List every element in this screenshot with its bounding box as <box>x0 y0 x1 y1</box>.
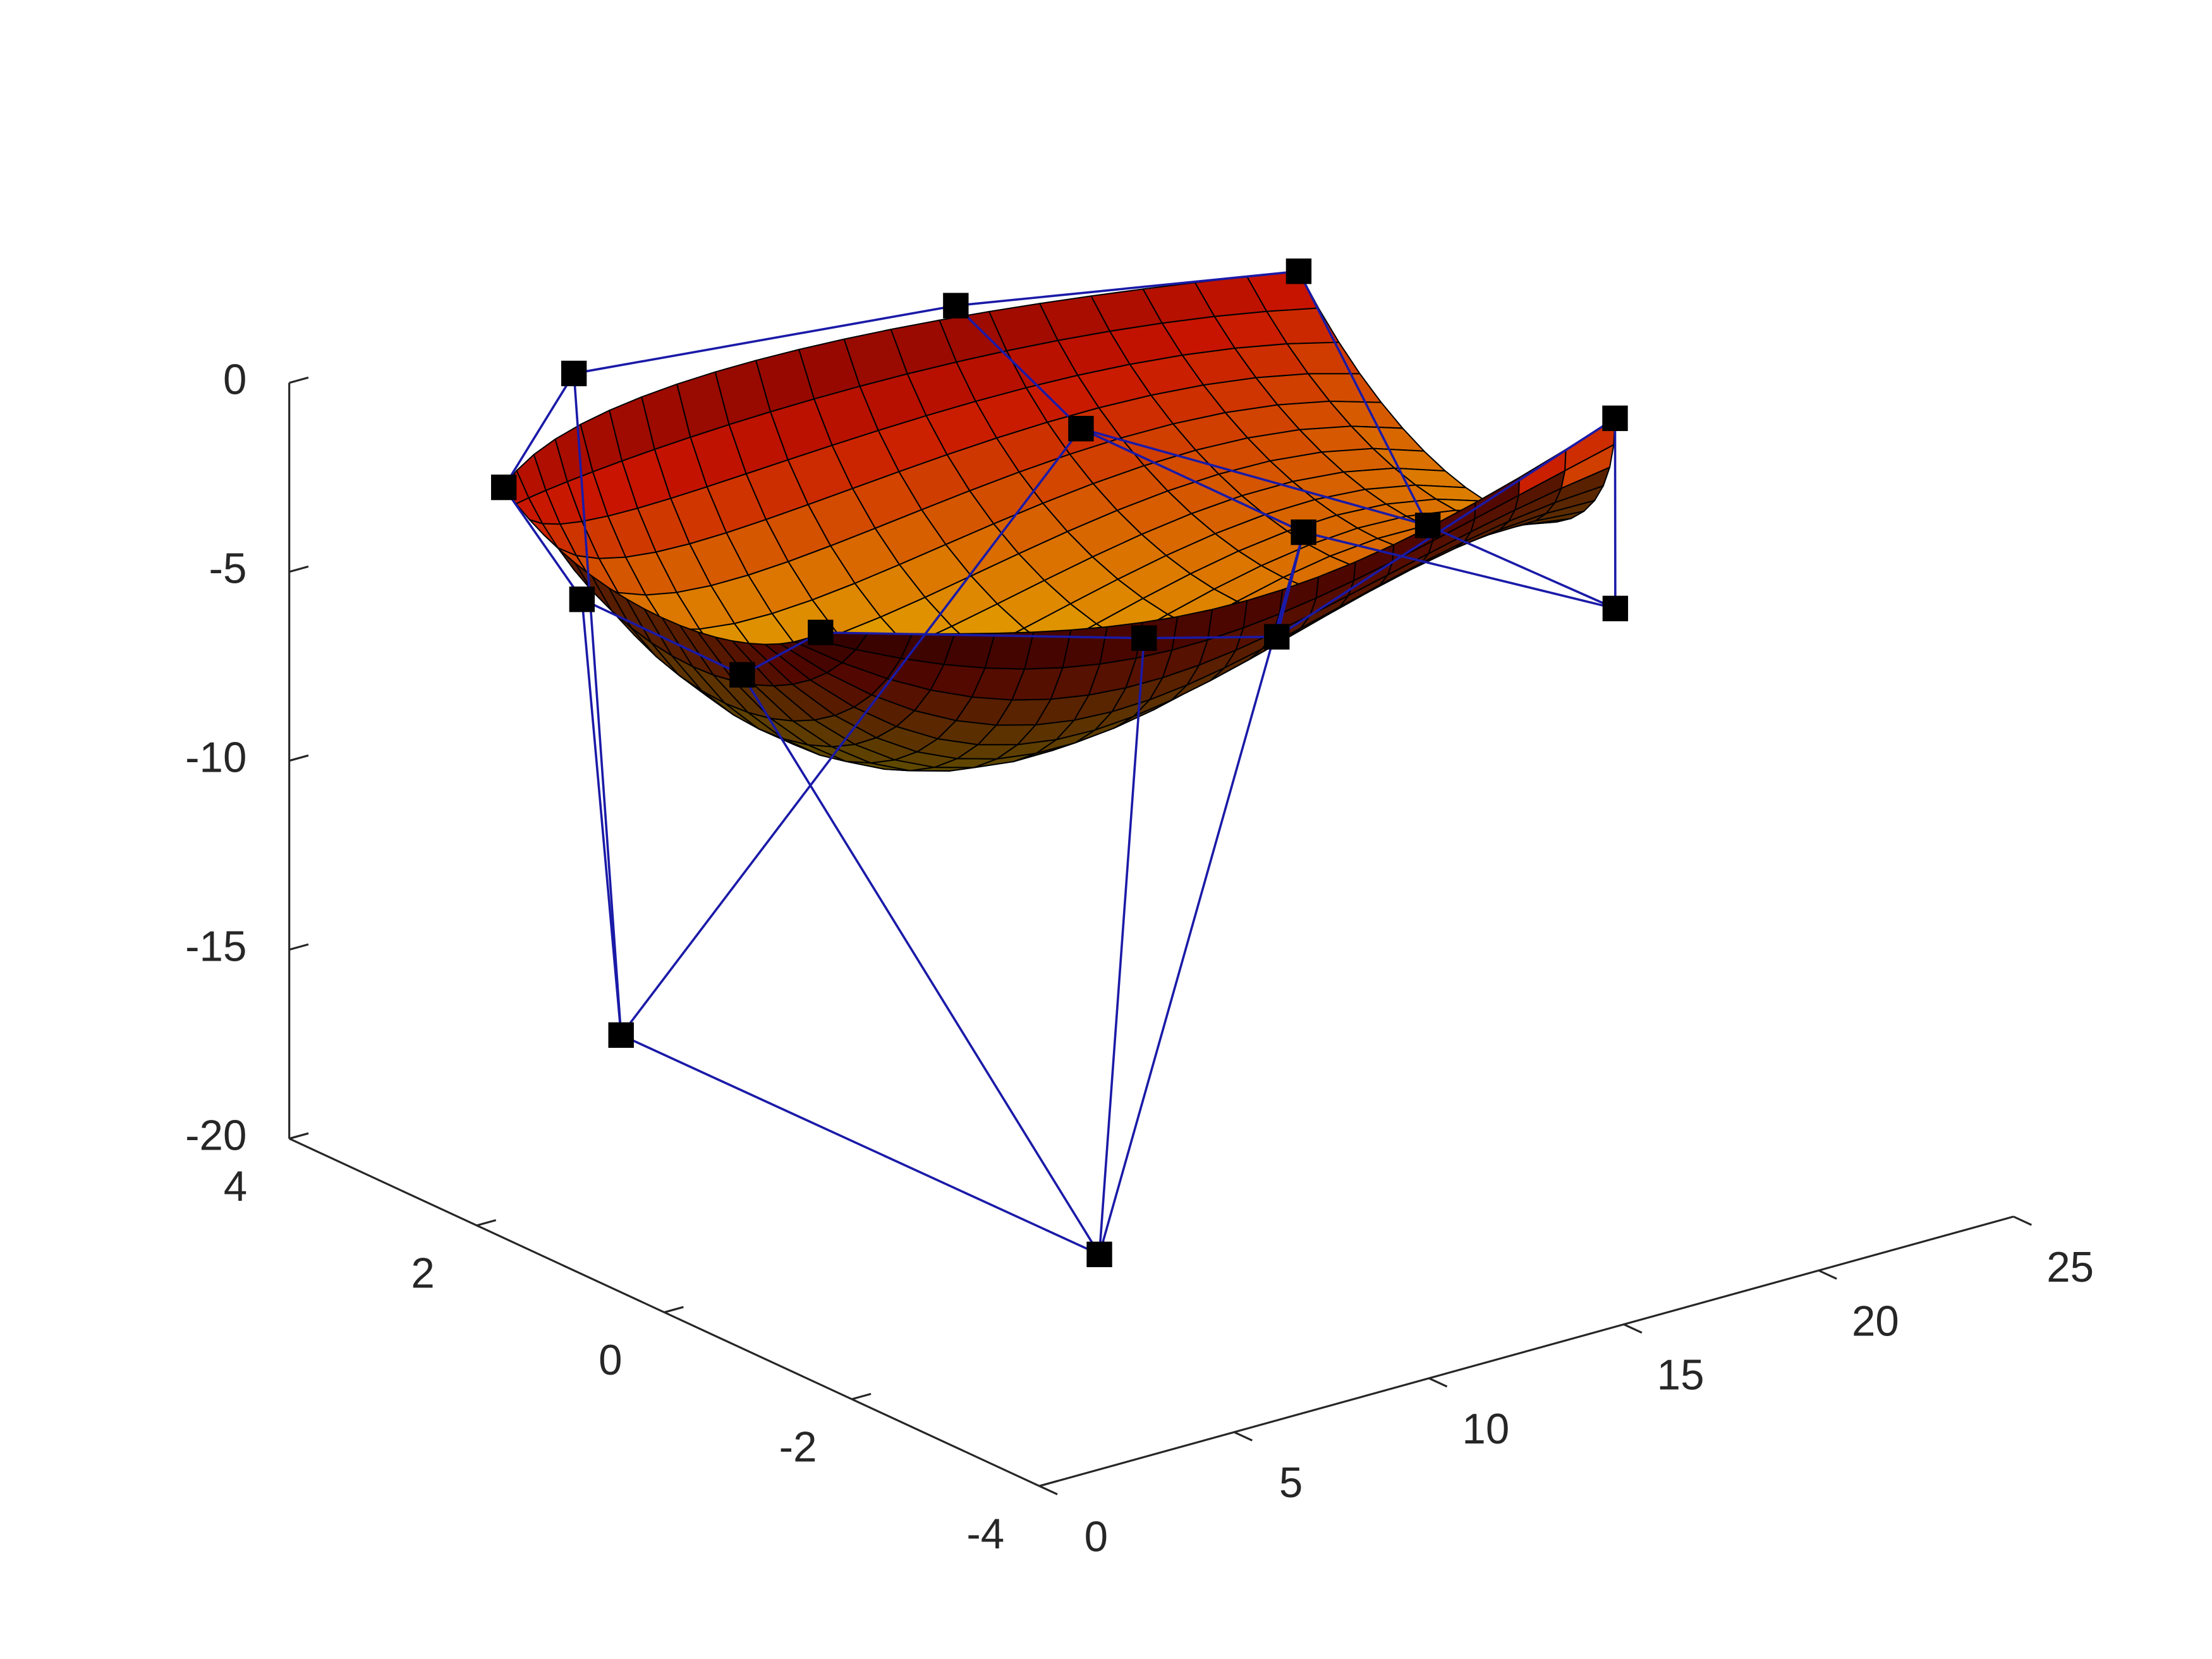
y-tick <box>851 1392 872 1401</box>
surface <box>503 270 1616 772</box>
z-tick-label: -20 <box>185 1112 246 1159</box>
control-net-line <box>820 417 1616 640</box>
control-point <box>1086 1241 1112 1268</box>
control-net-line <box>573 373 1146 1256</box>
z-tick-label: -15 <box>185 923 246 970</box>
x-tick-label: 0 <box>1085 1513 1108 1560</box>
control-point <box>1131 625 1157 651</box>
control-point <box>943 293 969 319</box>
y-tick-label: 4 <box>224 1163 247 1210</box>
y-tick <box>1039 1480 1059 1487</box>
z-tick-label: -10 <box>185 734 246 781</box>
control-point <box>729 662 755 688</box>
x-tick <box>1038 1485 1058 1495</box>
x-tick-label: 25 <box>2046 1244 2094 1291</box>
control-point <box>1285 258 1312 284</box>
control-point <box>490 474 517 501</box>
control-net-line <box>502 487 822 676</box>
y-tick <box>664 1306 684 1313</box>
control-point <box>1264 624 1290 650</box>
z-tick <box>289 376 309 384</box>
z-tick-label: -5 <box>209 545 247 593</box>
x-tick <box>2013 1215 2033 1226</box>
control-net-line <box>741 530 1616 1258</box>
z-tick <box>289 754 309 762</box>
control-net-line <box>955 305 1305 638</box>
y-axis <box>289 1138 1040 1487</box>
control-point <box>1068 416 1094 442</box>
z-tick <box>289 943 309 951</box>
z-tick-label: 0 <box>223 356 246 404</box>
x-tick-label: 20 <box>1852 1297 1899 1345</box>
control-point <box>1602 405 1628 432</box>
control-net-line <box>502 270 1299 489</box>
y-tick-label: 2 <box>411 1250 434 1297</box>
x-tick <box>1234 1431 1253 1442</box>
control-point <box>569 586 595 612</box>
x-tick <box>1428 1377 1448 1388</box>
y-tick-label: -4 <box>966 1510 1004 1558</box>
x-tick <box>1818 1269 1837 1280</box>
x-tick-label: 5 <box>1279 1459 1303 1507</box>
control-point <box>561 360 587 387</box>
x-axis <box>1039 1215 2014 1487</box>
control-point <box>808 619 834 645</box>
x-tick <box>1623 1323 1643 1334</box>
y-tick <box>476 1219 497 1227</box>
control-point <box>1602 595 1629 622</box>
y-tick-label: 0 <box>599 1337 622 1384</box>
y-tick-label: -2 <box>779 1423 817 1471</box>
control-net-line <box>581 427 1428 1038</box>
control-net-line <box>1297 270 1617 611</box>
x-tick-label: 15 <box>1657 1352 1705 1399</box>
control-point <box>1291 519 1316 545</box>
x-tick-label: 10 <box>1462 1406 1509 1453</box>
y-tick <box>289 1132 309 1140</box>
z-tick <box>289 565 309 573</box>
control-point <box>1414 513 1441 538</box>
control-point <box>608 1022 634 1048</box>
